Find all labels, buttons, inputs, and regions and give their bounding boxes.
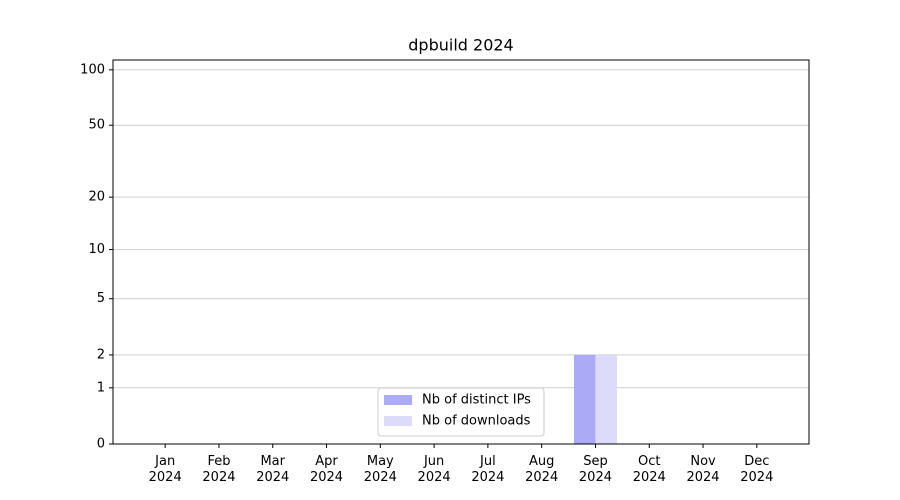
y-tick-label: 100 — [80, 62, 105, 77]
x-tick-label: Apr 2024 — [310, 454, 343, 485]
x-tick-label: Jan 2024 — [149, 454, 182, 485]
x-tick-label: Jun 2024 — [418, 454, 451, 485]
x-tick-label: Jul 2024 — [471, 454, 504, 485]
y-tick-label: 10 — [88, 242, 105, 257]
x-tick-label: Nov 2024 — [686, 454, 719, 485]
legend: Nb of distinct IPs Nb of downloads — [377, 387, 545, 437]
x-tick-label: May 2024 — [364, 454, 397, 485]
y-tick-label: 50 — [88, 118, 105, 133]
legend-swatch — [384, 416, 412, 426]
legend-box — [377, 387, 545, 437]
x-tick-label: Dec 2024 — [740, 454, 773, 485]
bar — [573, 354, 596, 444]
chart-title: dpbuild 2024 — [408, 36, 513, 55]
x-tick-label: Mar 2024 — [256, 454, 289, 485]
y-tick-label: 0 — [97, 437, 105, 452]
x-tick-label: Aug 2024 — [525, 454, 558, 485]
x-tick-label: Oct 2024 — [633, 454, 666, 485]
legend-swatch — [384, 395, 412, 405]
legend-label: Nb of distinct IPs — [422, 393, 531, 408]
plot-frame — [112, 59, 810, 445]
y-tick-label: 20 — [88, 190, 105, 205]
legend-label: Nb of downloads — [422, 414, 531, 429]
x-tick-label: Feb 2024 — [202, 454, 235, 485]
x-tick-label: Sep 2024 — [579, 454, 612, 485]
y-tick-label: 1 — [97, 380, 105, 395]
y-tick-label: 5 — [97, 291, 105, 306]
bar — [595, 354, 617, 444]
y-tick-label: 2 — [97, 347, 105, 362]
